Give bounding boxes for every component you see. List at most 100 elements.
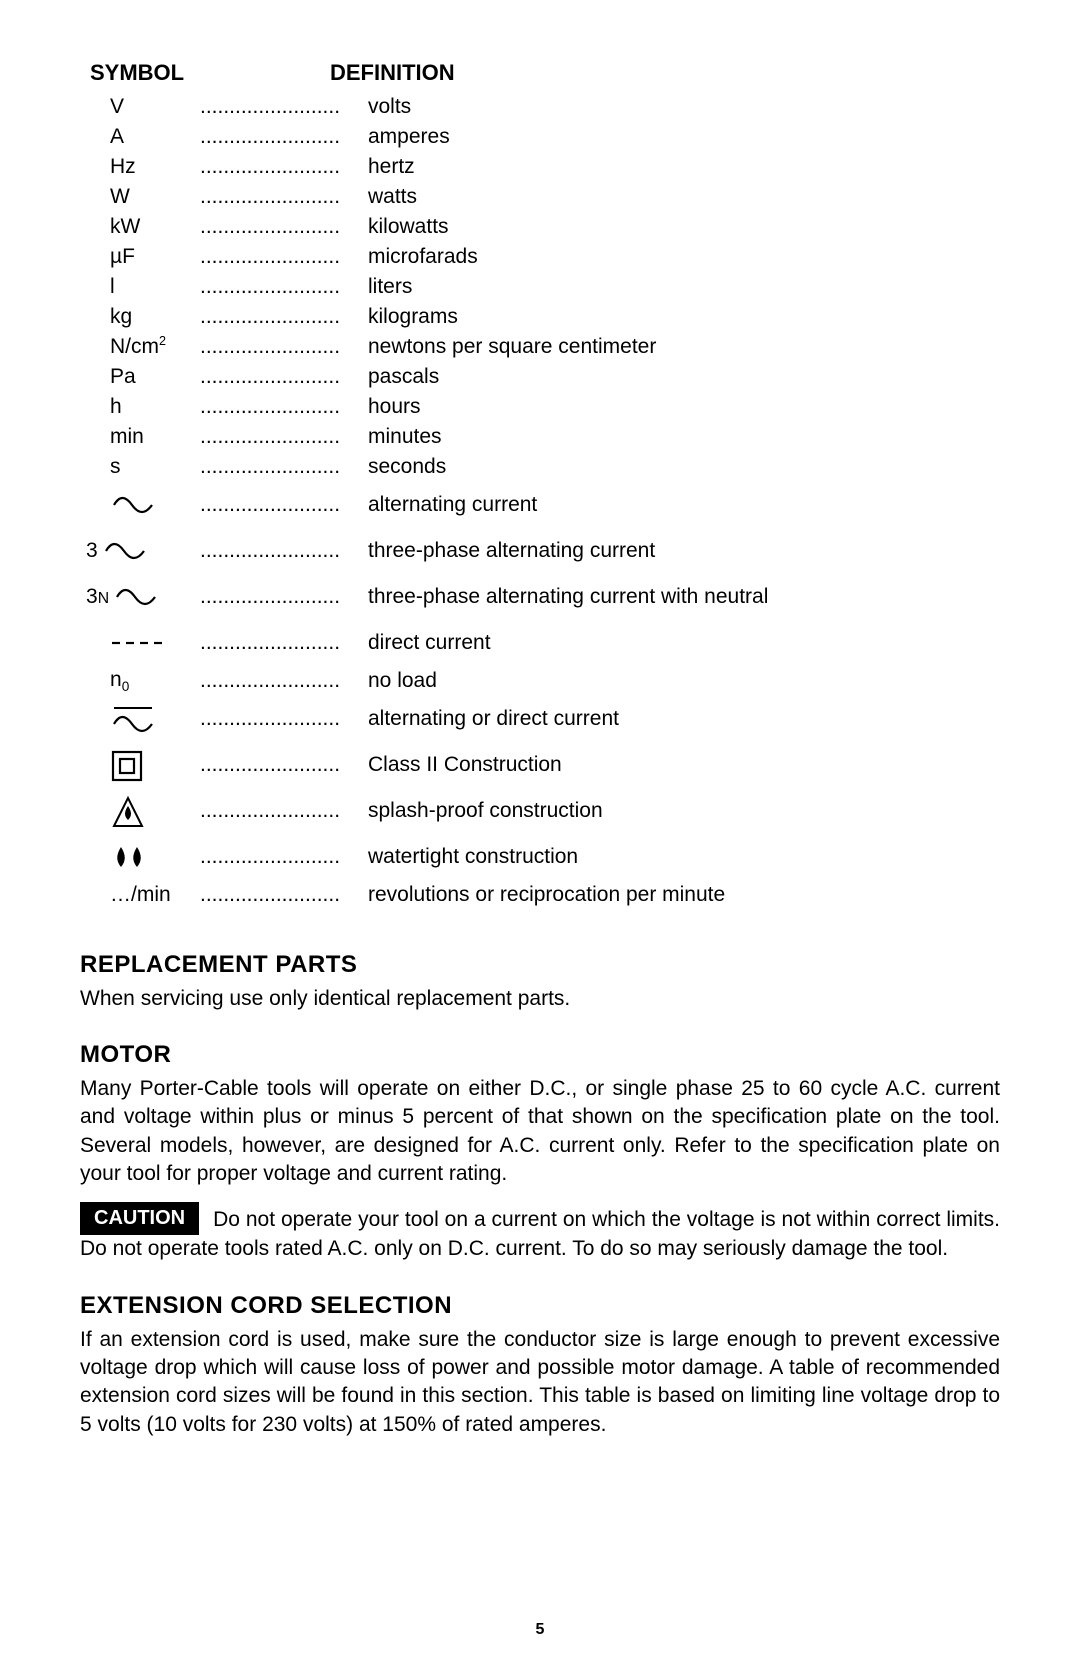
dot-leader: ........................ <box>200 93 360 121</box>
definition-cell: seconds <box>360 453 1000 481</box>
symbol-text: min <box>110 423 144 451</box>
symbol-text: W <box>110 183 130 211</box>
symbol-cell: Pa <box>80 363 200 391</box>
dot-leader: ........................ <box>200 273 360 301</box>
table-row: ........................direct current <box>80 620 1000 666</box>
symbol-cell: V <box>80 93 200 121</box>
symbol-cell: µF <box>80 243 200 271</box>
table-row: Hz........................hertz <box>80 152 1000 182</box>
dot-leader: ........................ <box>200 705 360 733</box>
dot-leader: ........................ <box>200 843 360 871</box>
caution-text: Do not operate your tool on a current on… <box>80 1208 1000 1260</box>
dot-leader: ........................ <box>200 667 360 695</box>
ac-icon <box>113 585 159 609</box>
definition-cell: pascals <box>360 363 1000 391</box>
symbol-cell: Hz <box>80 153 200 181</box>
dot-leader: ........................ <box>200 751 360 779</box>
splash-icon <box>110 794 146 830</box>
dot-leader: ........................ <box>200 423 360 451</box>
symbol-cell: 3N <box>80 583 200 611</box>
symbol-cell: W <box>80 183 200 211</box>
definition-cell: hours <box>360 393 1000 421</box>
dot-leader: ........................ <box>200 153 360 181</box>
symbol-text: s <box>110 453 121 481</box>
ac-icon <box>110 493 156 517</box>
dot-leader: ........................ <box>200 183 360 211</box>
replacement-parts-text: When servicing use only identical replac… <box>80 985 1000 1013</box>
definition-cell: liters <box>360 273 1000 301</box>
table-row: W........................watts <box>80 182 1000 212</box>
dot-leader: ........................ <box>200 491 360 519</box>
symbol-cell <box>80 794 200 830</box>
definition-cell: alternating current <box>360 491 1000 519</box>
symbol-text: Hz <box>110 153 136 181</box>
definition-cell: minutes <box>360 423 1000 451</box>
dot-leader: ........................ <box>200 333 360 361</box>
symbol-text: l <box>110 273 115 301</box>
symbol-text: Pa <box>110 363 136 391</box>
definition-cell: three-phase alternating current with neu… <box>360 583 1000 611</box>
definition-cell: watertight construction <box>360 843 1000 871</box>
definition-cell: hertz <box>360 153 1000 181</box>
symbol-cell <box>80 493 200 517</box>
definition-cell: splash-proof construction <box>360 797 1000 825</box>
dot-leader: ........................ <box>200 213 360 241</box>
table-row: µF........................microfarads <box>80 242 1000 272</box>
definition-cell: Class II Construction <box>360 751 1000 779</box>
definition-cell: watts <box>360 183 1000 211</box>
table-row: 3N........................three-phase al… <box>80 574 1000 620</box>
definition-cell: kilowatts <box>360 213 1000 241</box>
table-row: A........................amperes <box>80 122 1000 152</box>
dot-leader: ........................ <box>200 363 360 391</box>
symbol-text: n0 <box>110 666 129 697</box>
header-definition: DEFINITION <box>330 60 1000 86</box>
page-number: 5 <box>0 1621 1080 1639</box>
symbol-cell: 3 <box>80 537 200 565</box>
symbol-cell <box>80 704 200 736</box>
motor-heading: MOTOR <box>80 1041 1000 1069</box>
extension-cord-heading: EXTENSION CORD SELECTION <box>80 1292 1000 1320</box>
dot-leader: ........................ <box>200 303 360 331</box>
replacement-parts-heading: REPLACEMENT PARTS <box>80 951 1000 979</box>
symbol-text: …/min <box>110 881 171 909</box>
table-row: Pa........................pascals <box>80 362 1000 392</box>
symbol-cell: min <box>80 423 200 451</box>
dot-leader: ........................ <box>200 393 360 421</box>
symbol-text: N/cm2 <box>110 333 166 361</box>
header-symbol: SYMBOL <box>80 60 330 86</box>
symbol-text: µF <box>110 243 135 271</box>
table-row: …/min........................revolutions… <box>80 881 1000 911</box>
motor-text: Many Porter-Cable tools will operate on … <box>80 1075 1000 1188</box>
symbol-cell: l <box>80 273 200 301</box>
ac-icon <box>102 539 148 563</box>
symbol-cell: kg <box>80 303 200 331</box>
symbol-cell: n0 <box>80 666 200 697</box>
definition-cell: alternating or direct current <box>360 705 1000 733</box>
definition-cell: direct current <box>360 629 1000 657</box>
dot-leader: ........................ <box>200 123 360 151</box>
caution-label: CAUTION <box>80 1202 199 1235</box>
dot-leader: ........................ <box>200 243 360 271</box>
symbol-text: V <box>110 93 124 121</box>
symbol-cell <box>80 638 200 648</box>
table-row: ........................Class II Constru… <box>80 743 1000 789</box>
dot-leader: ........................ <box>200 537 360 565</box>
motor-caution-paragraph: CAUTIONDo not operate your tool on a cur… <box>80 1202 1000 1263</box>
symbol-cell: s <box>80 453 200 481</box>
definition-cell: three-phase alternating current <box>360 537 1000 565</box>
definition-cell: microfarads <box>360 243 1000 271</box>
acdc-icon <box>110 704 156 736</box>
watertight-icon <box>110 843 148 873</box>
table-row: h........................hours <box>80 392 1000 422</box>
symbol-text: kg <box>110 303 132 331</box>
table-row: 3........................three-phase alt… <box>80 528 1000 574</box>
symbol-text: A <box>110 123 124 151</box>
symbol-cell: kW <box>80 213 200 241</box>
table-row: s........................seconds <box>80 452 1000 482</box>
dc-icon <box>110 638 162 648</box>
dot-leader: ........................ <box>200 881 360 909</box>
table-row: kg........................kilograms <box>80 302 1000 332</box>
definition-cell: volts <box>360 93 1000 121</box>
dot-leader: ........................ <box>200 797 360 825</box>
symbol-text: kW <box>110 213 140 241</box>
